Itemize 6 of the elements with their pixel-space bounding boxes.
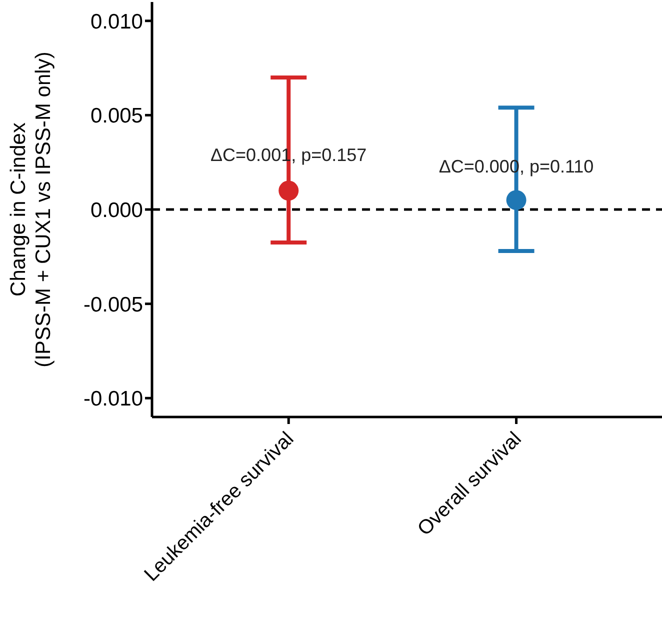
y-tick-label: -0.005 [83,293,143,316]
y-tick-label: 0.000 [90,198,143,222]
y-tick-label: -0.010 [83,388,143,411]
y-tick-label: 0.005 [90,104,143,128]
y-tick-label: 0.010 [90,10,143,34]
y-axis-title: Change in C-index (IPSS-M + CUX1 vs IPSS-M only) [7,52,55,368]
